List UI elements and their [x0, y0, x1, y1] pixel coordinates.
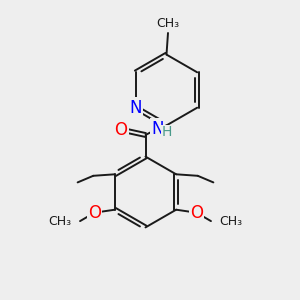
- Text: O: O: [190, 204, 203, 222]
- Text: H: H: [162, 125, 172, 139]
- Text: N: N: [130, 99, 142, 117]
- Text: CH₃: CH₃: [49, 214, 72, 228]
- Text: CH₃: CH₃: [219, 214, 242, 228]
- Text: O: O: [114, 121, 128, 139]
- Text: N: N: [151, 120, 164, 138]
- Text: CH₃: CH₃: [156, 17, 180, 31]
- Text: O: O: [88, 204, 101, 222]
